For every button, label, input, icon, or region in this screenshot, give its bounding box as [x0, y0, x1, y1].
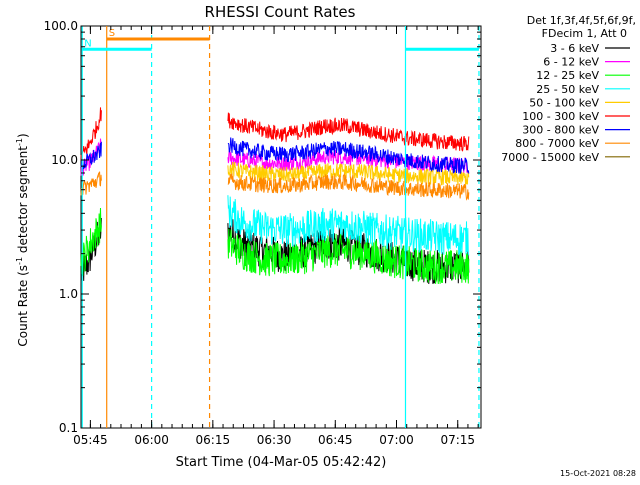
- chart-title: RHESSI Count Rates: [205, 3, 356, 21]
- y-tick-label-1: 1.0: [59, 287, 78, 301]
- y-tick-label-3: 100.0: [44, 19, 78, 33]
- series-line-6-segment-0: [80, 141, 102, 172]
- legend-entry-label-1: 6 - 12 keV: [543, 56, 599, 69]
- x-tick-label-2: 06:15: [196, 433, 231, 447]
- legend-entry-label-5: 100 - 300 keV: [522, 110, 599, 123]
- y-axis-label-sup: -1: [15, 257, 24, 265]
- y-tick-label-0: 0.1: [59, 421, 78, 435]
- x-axis-ticks: 05:45 06:00 06:15 06:30 06:45 07:00 07:15: [73, 26, 479, 447]
- legend-header-detectors: Det 1f,3f,4f,5f,6f,9f,: [527, 14, 636, 27]
- x-tick-label-5: 07:00: [379, 433, 414, 447]
- y-axis-label-sup2: -1: [15, 138, 24, 146]
- series-line-5-segment-1: [227, 112, 470, 152]
- legend-entry-label-4: 50 - 100 keV: [529, 96, 599, 109]
- plot-frame: [80, 25, 482, 429]
- x-tick-label-4: 06:45: [318, 433, 353, 447]
- attenuator-lines: [81, 26, 480, 428]
- x-tick-label-0: 05:45: [73, 433, 108, 447]
- legend-entry-label-3: 25 - 50 keV: [536, 83, 599, 96]
- series-line-7-segment-1: [227, 172, 470, 201]
- legend-entry-label-7: 800 - 7000 keV: [515, 137, 599, 150]
- y-axis-label-main: Count Rate (s: [16, 265, 30, 347]
- annotation-label-0: S: [109, 28, 115, 39]
- series-line-4-segment-0: [227, 161, 470, 186]
- y-axis-label-close: ): [16, 133, 30, 138]
- series-line-7-segment-0: [80, 171, 102, 196]
- series-layer: [80, 107, 470, 285]
- y-axis-label-tail: detector segment: [16, 146, 30, 257]
- annotation-bars: SN: [82, 28, 479, 51]
- legend-entry-label-0: 3 - 6 keV: [550, 42, 599, 55]
- legend-header-decimation: FDecim 1, Att 0: [542, 27, 627, 40]
- series-line-5-segment-0: [80, 107, 102, 162]
- series-line-2-segment-0: [80, 207, 102, 276]
- footer-date: 15-Oct-2021 08:28: [560, 469, 636, 478]
- x-tick-label-3: 06:30: [257, 433, 292, 447]
- x-axis-label: Start Time (04-Mar-05 05:42:42): [176, 455, 387, 470]
- x-tick-label-1: 06:00: [134, 433, 169, 447]
- plot-area: SN 05:45 06:00 06:15 06:30 06:45 07:00 07:15 0…: [44, 19, 482, 447]
- legend-entry-label-2: 12 - 25 keV: [536, 69, 599, 82]
- legend-entry-label-6: 300 - 800 keV: [522, 124, 599, 137]
- annotation-label-1: N: [84, 38, 91, 49]
- y-axis-label: Count Rate (s-1 detector segment-1): [15, 133, 30, 346]
- legend: Det 1f,3f,4f,5f,6f,9f, FDecim 1, Att 0 3…: [501, 14, 636, 164]
- y-tick-label-2: 10.0: [51, 153, 78, 167]
- series-line-3-segment-0: [227, 195, 470, 256]
- legend-entry-label-8: 7000 - 15000 keV: [501, 151, 599, 164]
- y-axis-ticks: 0.1 1.0 10.0 100.0: [44, 19, 481, 435]
- x-tick-label-6: 07:15: [440, 433, 475, 447]
- series-line-6-segment-1: [227, 137, 470, 174]
